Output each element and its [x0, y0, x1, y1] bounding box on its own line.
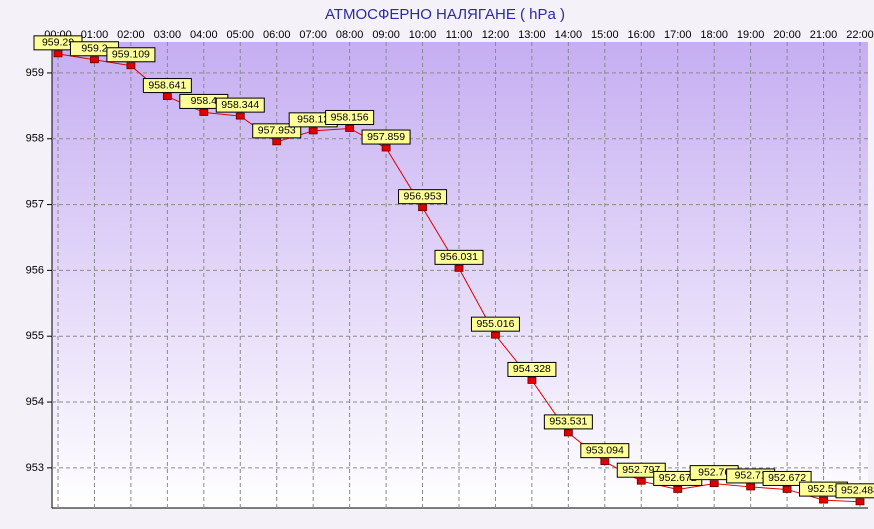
- label-box: [470, 316, 520, 332]
- label-box: [325, 109, 375, 125]
- marker: [673, 486, 683, 493]
- marker: [709, 480, 719, 488]
- y-tick-label: 956: [26, 264, 44, 276]
- x-tick-label: 15:00: [591, 29, 619, 41]
- x-tick-label: 14:00: [555, 29, 583, 41]
- marker: [53, 50, 63, 58]
- data-label: 959.109: [112, 49, 150, 61]
- marker: [199, 109, 209, 116]
- x-tick-label: 08:00: [336, 29, 364, 41]
- data-label: 952.76: [698, 466, 730, 478]
- marker: [746, 483, 756, 491]
- data-label: 955.016: [476, 318, 514, 330]
- x-tick-label: 21:00: [810, 29, 838, 41]
- marker: [600, 458, 610, 466]
- x-tick-label: 07:00: [299, 29, 327, 41]
- label-box: [215, 97, 265, 113]
- label-box: [361, 129, 411, 145]
- marker: [855, 498, 865, 506]
- x-tick-label: 04:00: [190, 29, 218, 41]
- data-label: 952.51: [807, 483, 839, 495]
- data-label: 953.531: [549, 416, 587, 428]
- data-label: 953.094: [586, 444, 624, 456]
- y-tick-label: 959: [26, 67, 44, 79]
- x-tick-label: 06:00: [263, 29, 291, 41]
- marker: [491, 331, 500, 339]
- marker: [308, 127, 318, 135]
- x-tick-label: 22:00: [846, 29, 874, 41]
- marker: [345, 125, 355, 132]
- data-label: 958.4: [191, 95, 217, 107]
- data-label: 958.12: [297, 114, 329, 126]
- data-label: 958.344: [221, 99, 259, 111]
- marker: [162, 93, 172, 100]
- marker: [381, 144, 391, 152]
- label-box: [507, 361, 557, 377]
- data-label: 954.328: [513, 363, 551, 375]
- data-label: 956.031: [440, 251, 478, 263]
- chart-title: АТМОСФЕРНО НАЛЯГАНЕ ( hPa ): [325, 6, 565, 23]
- label-box: [434, 249, 484, 265]
- data-label: 952.672: [659, 472, 697, 484]
- marker: [90, 56, 99, 64]
- x-tick-label: 02:00: [117, 29, 145, 41]
- y-tick-label: 955: [26, 330, 44, 342]
- x-tick-label: 18:00: [700, 29, 728, 41]
- plot-area: [52, 42, 868, 508]
- x-tick-label: 12:00: [482, 29, 510, 41]
- label-box: [835, 483, 874, 499]
- x-tick-label: 20:00: [773, 29, 801, 41]
- label-box: [106, 47, 156, 63]
- marker: [126, 62, 136, 70]
- x-tick-label: 16:00: [628, 29, 656, 41]
- x-tick-label: 01:00: [81, 29, 109, 41]
- data-label: 959.29: [42, 37, 74, 49]
- label-box: [142, 78, 192, 94]
- data-label: 958.156: [331, 111, 369, 123]
- x-tick-label: 19:00: [737, 29, 765, 41]
- data-label: 957.953: [258, 125, 296, 137]
- x-tick-label: 05:00: [227, 29, 255, 41]
- marker: [819, 496, 828, 504]
- x-tick-label: 17:00: [664, 29, 692, 41]
- data-label: 957.859: [367, 131, 405, 143]
- x-tick-label: 11:00: [446, 29, 473, 41]
- data-label: 952.797: [622, 464, 660, 476]
- marker: [563, 429, 573, 437]
- marker: [636, 477, 646, 485]
- marker: [418, 204, 427, 212]
- data-label: 959.2: [81, 43, 107, 55]
- data-label: 952.672: [768, 472, 806, 484]
- marker: [527, 377, 537, 384]
- x-tick-label: 13:00: [518, 29, 546, 41]
- label-box: [398, 189, 448, 205]
- label-box: [580, 443, 630, 459]
- marker: [782, 486, 792, 493]
- y-tick-label: 954: [26, 396, 44, 408]
- marker: [272, 138, 282, 146]
- data-label: 956.953: [404, 190, 442, 202]
- marker: [454, 264, 464, 272]
- y-tick-label: 957: [26, 198, 44, 210]
- data-label: 952.484: [841, 485, 874, 497]
- y-tick-label: 958: [26, 133, 44, 145]
- data-label: 958.641: [148, 79, 186, 91]
- x-tick-label: 03:00: [154, 29, 182, 41]
- label-box: [543, 414, 593, 430]
- marker: [235, 112, 245, 120]
- y-tick-label: 953: [26, 462, 44, 474]
- data-label: 952.71: [735, 470, 767, 482]
- x-tick-label: 09:00: [372, 29, 400, 41]
- x-tick-label: 10:00: [409, 29, 437, 41]
